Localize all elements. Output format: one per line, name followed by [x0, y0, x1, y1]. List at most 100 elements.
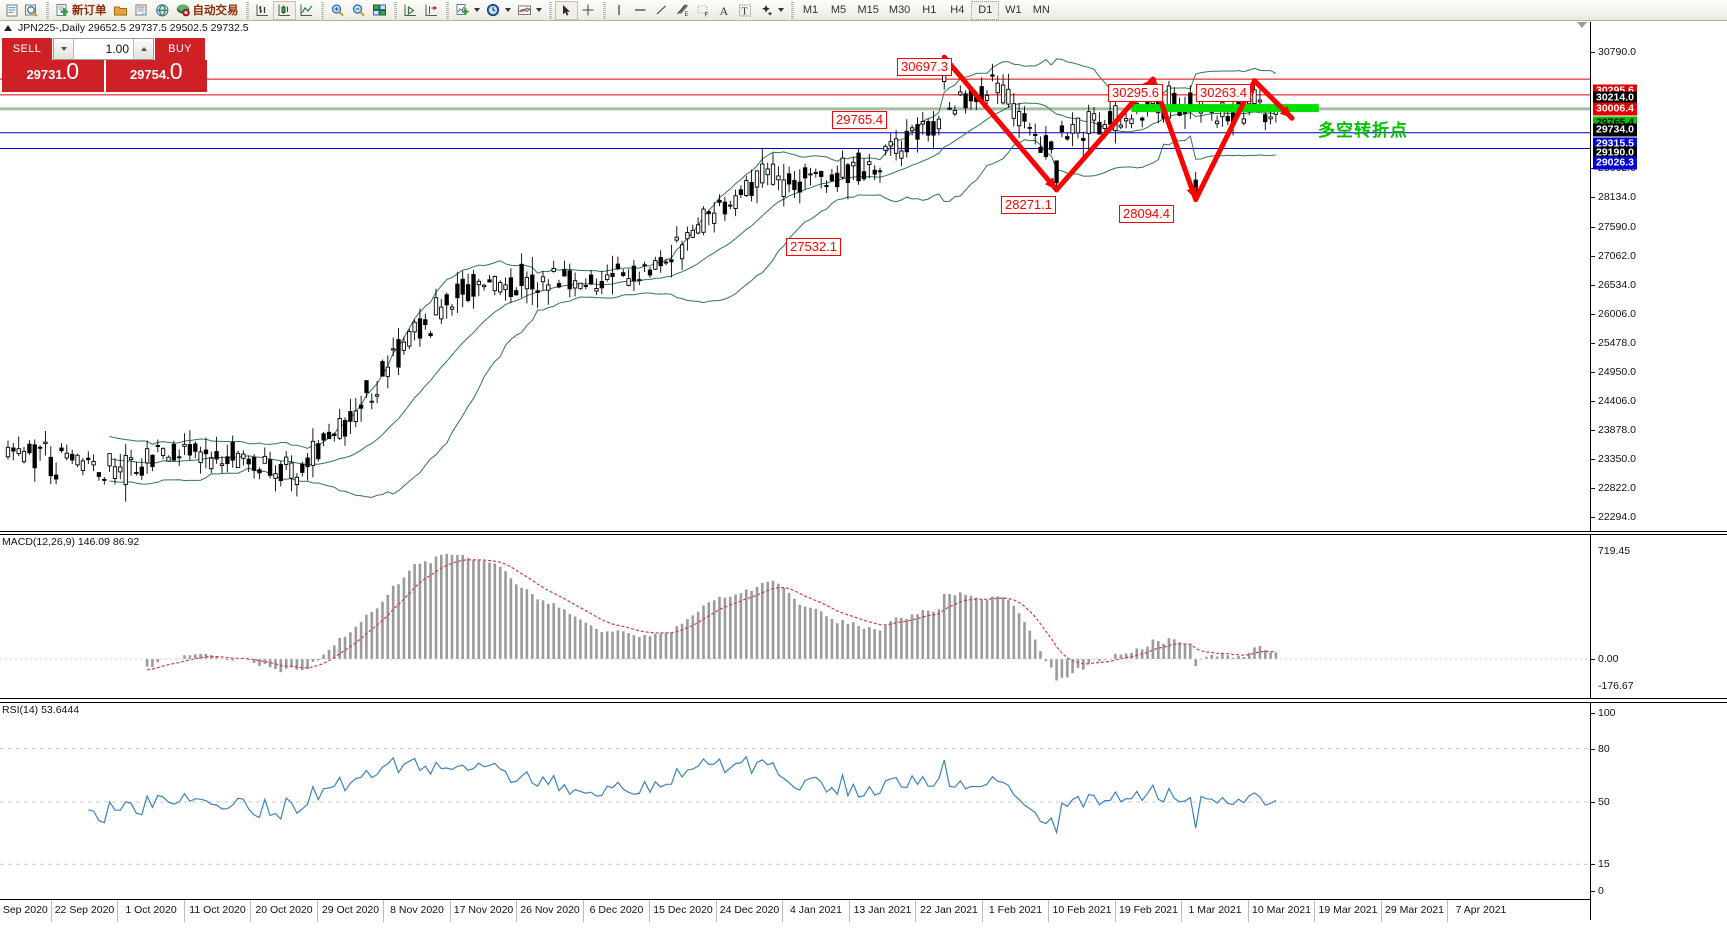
- expert-advisors-button[interactable]: [110, 1, 131, 20]
- buy-price-button[interactable]: 29754 . 0: [103, 60, 207, 92]
- label-28271[interactable]: 28271.1: [1001, 196, 1056, 214]
- new-order-icon: [55, 3, 70, 18]
- trendline-button[interactable]: [651, 1, 672, 20]
- mql5-community-button[interactable]: [152, 1, 173, 20]
- macd-tick-label: 719.45: [1598, 545, 1631, 557]
- oct-top-row: SELL 1.00 BUY: [2, 38, 207, 60]
- auto-scroll-icon: [403, 3, 418, 18]
- period-caret-icon[interactable]: [504, 8, 511, 12]
- candlestick-chart-button[interactable]: [272, 0, 296, 20]
- indicators-button[interactable]: [514, 1, 545, 20]
- timeframe-m30-button[interactable]: M30: [888, 4, 911, 16]
- horizontal-line-button[interactable]: [630, 1, 651, 20]
- label-27532[interactable]: 27532.1: [786, 238, 841, 256]
- cursor-button[interactable]: [554, 0, 578, 20]
- line-chart-button[interactable]: [296, 1, 317, 20]
- timeframe-m1-button[interactable]: M1: [802, 4, 819, 16]
- vertical-line-button[interactable]: [609, 1, 630, 20]
- toolbar-group-left[interactable]: [2, 1, 42, 20]
- price-tick: [1591, 342, 1595, 344]
- new-order-label: 新订单: [72, 3, 107, 17]
- auto-scroll-button[interactable]: [400, 1, 421, 20]
- rsi-plot[interactable]: [0, 703, 1590, 898]
- price-level-chip-30214.0[interactable]: 30214.0: [1593, 91, 1637, 105]
- label-29765[interactable]: 29765.4: [832, 111, 887, 129]
- volume-decrease-button[interactable]: [54, 39, 74, 59]
- candlestick-icon: [277, 3, 292, 18]
- label-30295[interactable]: 30295.6: [1108, 84, 1163, 102]
- objects-icon: [759, 3, 774, 18]
- tile-windows-button[interactable]: [369, 1, 390, 20]
- timeframe-h4-button[interactable]: H4: [950, 4, 965, 16]
- templates-caret-icon[interactable]: [473, 8, 480, 12]
- macd-pane[interactable]: MACD(12,26,9) 146.09 86.92 719.45 0.00 -17…: [0, 534, 1727, 699]
- fibonacci-button[interactable]: E: [672, 1, 693, 20]
- rsi-tick-label: 80: [1598, 742, 1610, 755]
- timeframe-m15-button[interactable]: M15: [857, 4, 879, 16]
- chart-area[interactable]: 30790.028662.028134.027590.027062.026534…: [0, 22, 1727, 943]
- timeframe-w1-button[interactable]: W1: [1005, 4, 1022, 16]
- bull-bear-turning-point-note[interactable]: 多空转折点: [1318, 121, 1408, 141]
- price-pane[interactable]: 30790.028662.028134.027590.027062.026534…: [0, 22, 1727, 532]
- chart-shift-button[interactable]: [421, 1, 442, 20]
- price-plot[interactable]: [0, 22, 1590, 531]
- macd-axis[interactable]: 719.45 0.00 -176.67: [1590, 535, 1727, 698]
- date-tick-label: 20 Oct 2020: [255, 904, 313, 916]
- rsi-tick: [1591, 802, 1595, 803]
- crosshair-button[interactable]: [578, 1, 599, 20]
- terminal-button[interactable]: [131, 1, 152, 20]
- date-tick: [848, 900, 850, 922]
- sell-price-button[interactable]: 29731 . 0: [2, 60, 104, 92]
- rsi-pane[interactable]: RSI(14) 53.6444 100 80 50 15 0 13 Sep 2020 22…: [0, 702, 1727, 922]
- profiles-icon[interactable]: [5, 3, 20, 18]
- price-tick-label: 22294.0: [1598, 511, 1636, 523]
- volume-value[interactable]: 1.00: [105, 42, 129, 56]
- objects-button[interactable]: F: [693, 1, 714, 20]
- volume-increase-button[interactable]: [133, 39, 153, 59]
- indicators-caret-icon[interactable]: [535, 8, 542, 12]
- label-28094[interactable]: 28094.4: [1119, 205, 1174, 223]
- price-level-chip-29190.0[interactable]: 29190.0: [1593, 146, 1637, 160]
- zoom-out-button[interactable]: [348, 1, 369, 20]
- price-level-chip-30006.4[interactable]: 30006.4: [1593, 102, 1637, 116]
- line-chart-icon: [299, 3, 314, 18]
- one-click-trading-panel[interactable]: SELL 1.00 BUY 29731 . 0 29754 . 0: [2, 38, 207, 92]
- volume-stepper[interactable]: 1.00: [53, 38, 154, 60]
- sell-label[interactable]: SELL: [2, 38, 52, 60]
- auto-trading-button[interactable]: 自动交易: [173, 1, 242, 20]
- templates-button[interactable]: [452, 1, 483, 20]
- objects-list-button[interactable]: [756, 1, 787, 20]
- label-30697[interactable]: 30697.3: [897, 58, 952, 76]
- toolbar-separator-5: [444, 1, 449, 19]
- text-label-button[interactable]: A: [714, 1, 735, 20]
- date-axis[interactable]: 13 Sep 2020 22 Sep 2020 1 Oct 2020 11 Oct 2…: [0, 899, 1590, 922]
- price-level-chip-29734.0[interactable]: 29734.0: [1593, 123, 1637, 137]
- price-level-chip-29026.3[interactable]: 29026.3: [1593, 156, 1637, 170]
- buy-label[interactable]: BUY: [155, 38, 205, 60]
- date-tick: [1114, 900, 1116, 922]
- chart-shift-marker-icon[interactable]: [1577, 22, 1587, 28]
- price-tick: [1591, 313, 1595, 315]
- rsi-tick-label: 0: [1598, 885, 1604, 897]
- timeframe-d1-button[interactable]: D1: [971, 0, 1000, 20]
- main-toolbar: 新订单 自动交易: [0, 0, 1727, 21]
- timeframe-mn-button[interactable]: MN: [1032, 4, 1050, 16]
- new-order-button[interactable]: 新订单: [52, 1, 110, 20]
- timeframe-m5-button[interactable]: M5: [830, 4, 847, 16]
- objects-caret-icon[interactable]: [777, 8, 784, 12]
- svg-text:E: E: [684, 12, 688, 18]
- text-box-button[interactable]: T: [735, 1, 756, 20]
- timeframe-h1-button[interactable]: H1: [922, 4, 937, 16]
- macd-plot[interactable]: [0, 535, 1590, 698]
- date-tick-label: 17 Nov 2020: [453, 904, 514, 916]
- price-axis[interactable]: 30790.028662.028134.027590.027062.026534…: [1590, 22, 1727, 531]
- zoom-in-button[interactable]: [327, 1, 348, 20]
- price-tick: [1591, 227, 1595, 229]
- rsi-axis[interactable]: 100 80 50 15 0: [1590, 703, 1727, 920]
- date-tick: [449, 900, 451, 922]
- search-symbol-icon[interactable]: [24, 3, 39, 18]
- label-30263[interactable]: 30263.4: [1196, 84, 1251, 102]
- date-tick: [981, 900, 983, 922]
- period-button[interactable]: [483, 1, 514, 20]
- bar-chart-button[interactable]: [252, 1, 273, 20]
